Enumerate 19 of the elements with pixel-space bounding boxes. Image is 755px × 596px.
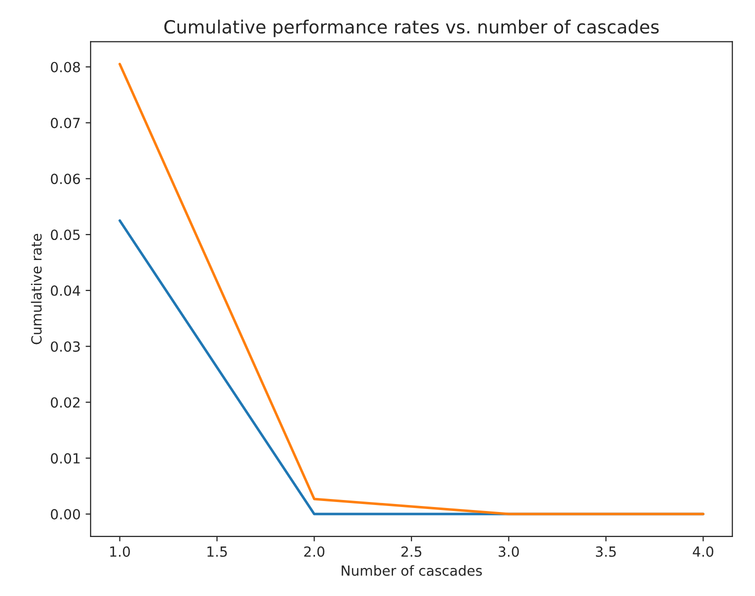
chart-title: Cumulative performance rates vs. number of cascades [164,20,659,38]
y-tick-label: 0.00 [50,509,80,520]
y-tick-label: 0.05 [50,230,80,240]
y-tick-label: 0.06 [50,174,80,184]
x-tick-label: 3.0 [498,546,519,557]
y-tick-label: 0.02 [50,397,80,408]
x-tick-label: 2.0 [304,546,324,557]
y-axis-title: Cumulative rate [30,234,42,344]
x-tick-label: 1.0 [110,546,130,557]
y-tick-label: 0.04 [50,285,80,296]
x-tick-label: 1.5 [207,546,227,557]
x-tick-label: 2.5 [401,546,422,557]
y-tick-label: 0.07 [50,118,80,128]
y-tick-label: 0.03 [50,341,80,352]
x-axis-title: Number of cascades [342,565,482,576]
y-tick-label: 0.08 [50,62,80,72]
x-tick-label: 4.0 [692,546,714,557]
y-tick-label: 0.01 [50,453,80,464]
x-tick-label: 3.5 [596,546,616,557]
